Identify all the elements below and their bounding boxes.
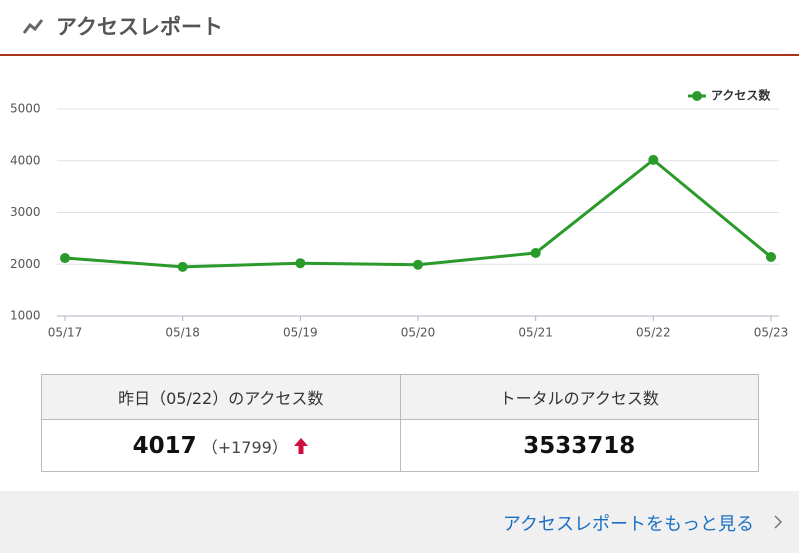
x-tick-label: 05/18 <box>165 326 200 340</box>
y-tick-label: 1000 <box>10 309 41 323</box>
point <box>413 259 423 270</box>
up-arrow <box>293 437 308 454</box>
footer: アクセスレポートをもっと見る <box>0 491 799 553</box>
y-tick-label: 2000 <box>10 257 41 271</box>
y-tick-label: 5000 <box>10 102 41 116</box>
y-tick-label: 3000 <box>10 205 41 219</box>
point <box>295 258 306 269</box>
legend-label: アクセス数 <box>711 88 771 103</box>
x-tick-label: 05/20 <box>401 326 436 340</box>
header: アクセスレポート <box>0 0 799 56</box>
x-tick-label: 05/22 <box>636 326 671 340</box>
table-cell: 3533718 <box>399 419 759 472</box>
y-tick-label: 4000 <box>10 153 41 167</box>
diff: （+1799） <box>201 437 288 457</box>
chart: 1000 2000 3000 4000 5000 05/17 05/18 05/19 05/20… <box>10 88 789 340</box>
point <box>60 253 70 264</box>
summary-table: 昨日（05/22）のアクセス数 トータルのアクセス数 4017 （+1799） 3… <box>41 374 759 472</box>
table-cell: 4017 （+1799） <box>41 419 401 472</box>
x-tick-label: 05/19 <box>283 326 318 340</box>
line <box>64 157 772 269</box>
table-header: 昨日（05/22）のアクセス数 <box>41 374 401 420</box>
chevron <box>774 515 783 529</box>
header-title: アクセスレポート <box>56 15 223 39</box>
point <box>648 154 659 165</box>
trend-icon <box>22 19 44 34</box>
more-link[interactable]: アクセスレポートをもっと見る <box>502 514 754 535</box>
point <box>766 252 776 263</box>
x-tick-label: 05/21 <box>518 326 553 340</box>
yesterday-count: 4017 <box>132 432 197 459</box>
total-count: 3533718 <box>523 432 636 459</box>
x-tick-label: 05/23 <box>754 326 789 340</box>
table-header: トータルのアクセス数 <box>399 374 759 420</box>
x-tick-label: 05/17 <box>48 326 83 340</box>
point <box>530 247 541 258</box>
legend-marker <box>692 91 702 101</box>
point <box>177 261 188 272</box>
